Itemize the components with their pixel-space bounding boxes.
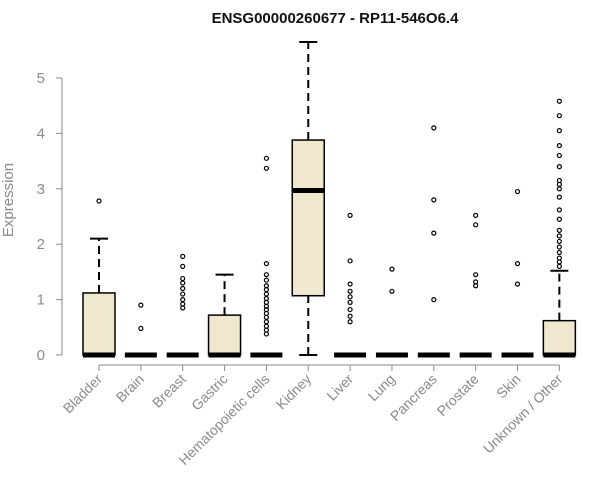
outlier-point <box>431 197 437 203</box>
box-gastric <box>207 273 242 358</box>
x-tick-label: Prostate <box>434 371 482 419</box>
outlier-point <box>473 222 479 228</box>
outlier-point <box>347 258 353 264</box>
outlier-point <box>263 283 269 289</box>
x-tick-label: Bladder <box>60 371 106 417</box>
y-tick-label: 4 <box>37 125 45 142</box>
outlier-point <box>556 98 562 104</box>
outlier-point <box>473 279 479 285</box>
y-tick-label: 0 <box>37 347 45 364</box>
outlier-point <box>138 302 144 308</box>
outlier-point <box>263 272 269 278</box>
outlier-point <box>556 128 562 134</box>
outlier-point <box>347 319 353 325</box>
outlier-point <box>556 255 562 261</box>
box-pancreas <box>417 125 450 358</box>
outlier-point <box>263 306 269 313</box>
outlier-point <box>556 207 562 213</box>
box-bladder <box>82 198 116 358</box>
outlier-point <box>347 294 353 300</box>
outlier-point <box>556 227 562 233</box>
box-hematopoietic-cells <box>250 155 283 358</box>
outlier-point <box>556 142 562 149</box>
x-tick-label: Unknown / Other <box>480 371 566 457</box>
y-tick-label: 2 <box>37 236 45 253</box>
outlier-point <box>514 260 521 267</box>
outlier-point <box>138 325 144 332</box>
outlier-point <box>556 194 562 200</box>
outlier-point <box>180 285 186 292</box>
outlier-point <box>556 113 562 119</box>
outlier-point <box>556 238 562 245</box>
boxes-layer <box>82 40 577 366</box>
box-iqr <box>82 292 116 356</box>
outlier-point <box>347 288 353 294</box>
x-tick-label: Skin <box>493 371 524 402</box>
box-iqr <box>542 319 577 356</box>
box-liver <box>334 212 367 358</box>
y-tick-label: 5 <box>37 70 45 87</box>
outlier-point <box>556 177 562 184</box>
outlier-point <box>263 165 269 171</box>
outlier-point <box>263 155 269 161</box>
outlier-point <box>556 216 562 222</box>
outlier-point <box>263 319 269 325</box>
box-brain <box>124 302 157 358</box>
box-lung <box>375 266 408 358</box>
y-tick-label: 3 <box>37 181 45 198</box>
y-axis: 0 1 2 3 4 5 <box>37 70 63 364</box>
box-unknown-other <box>542 98 577 358</box>
outlier-point <box>180 263 186 269</box>
outlier-point <box>556 249 562 256</box>
outlier-point <box>556 152 562 159</box>
outlier-point <box>263 291 269 297</box>
outlier-point <box>389 288 395 294</box>
x-tick-label: Kidney <box>273 371 315 413</box>
outlier-point <box>347 299 353 305</box>
outlier-point <box>347 306 353 313</box>
outlier-point <box>180 297 186 303</box>
y-tick-label: 1 <box>37 292 45 309</box>
box-breast <box>166 253 199 358</box>
outlier-point <box>180 253 186 259</box>
outlier-point <box>347 281 353 287</box>
outlier-point <box>514 281 521 287</box>
box-skin <box>501 188 534 358</box>
x-tick-label: Lung <box>365 371 398 404</box>
outlier-point <box>431 297 437 303</box>
outlier-point <box>96 198 102 204</box>
outlier-point <box>389 266 395 272</box>
outlier-point <box>431 125 437 131</box>
x-tick-label: Breast <box>149 371 189 411</box>
x-tick-label: Brain <box>113 371 147 405</box>
outlier-point <box>514 188 521 195</box>
box-kidney <box>291 40 325 356</box>
x-tick-label: Liver <box>323 371 356 404</box>
outlier-point <box>556 244 562 250</box>
outlier-point <box>180 275 186 282</box>
outlier-point <box>556 186 562 192</box>
outlier-point <box>263 260 269 267</box>
outlier-point <box>180 291 186 297</box>
outlier-point <box>556 263 562 269</box>
outlier-point <box>556 164 562 170</box>
chart-title: ENSG00000260677 - RP11-546O6.4 <box>212 10 459 27</box>
outlier-point <box>347 313 353 319</box>
box-iqr <box>291 139 325 297</box>
outlier-point <box>473 212 479 218</box>
box-prostate <box>459 212 492 358</box>
outlier-point <box>431 230 437 236</box>
outlier-point <box>263 277 269 283</box>
outlier-point <box>347 212 353 218</box>
x-tick-label: Pancreas <box>387 371 440 424</box>
outlier-point <box>473 272 479 278</box>
box-iqr <box>207 314 242 356</box>
y-axis-label: Expression <box>0 163 17 237</box>
outlier-point <box>180 280 186 286</box>
outlier-point <box>556 233 562 239</box>
